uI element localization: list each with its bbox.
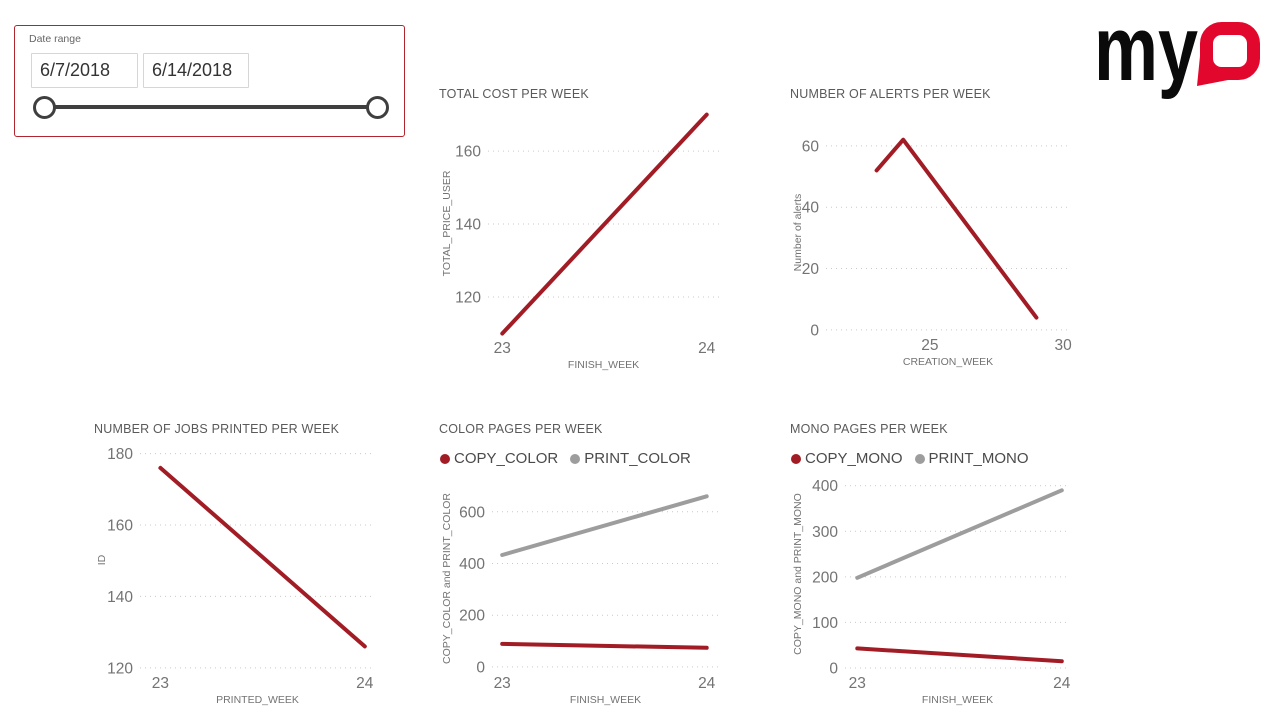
x-tick-label: 23 [152, 675, 169, 692]
date-slider-handle-end[interactable] [365, 95, 389, 119]
y-axis-title: Number of alerts [792, 194, 804, 272]
chart-title: NUMBER OF JOBS PRINTED PER WEEK [94, 422, 340, 436]
date-slider-track[interactable] [44, 105, 377, 109]
y-tick-label: 140 [455, 217, 481, 234]
y-tick-label: 160 [455, 144, 481, 161]
x-tick-label: 23 [494, 675, 511, 692]
legend-item-print-mono[interactable]: PRINT_MONO [914, 450, 1029, 467]
legend-label: PRINT_MONO [928, 450, 1029, 467]
series-line-print-mono[interactable] [855, 488, 1064, 580]
chart-legend: COPY_MONO PRINT_MONO [791, 450, 1029, 467]
chart-title: TOTAL COST PER WEEK [439, 87, 589, 101]
legend-item-copy-color[interactable]: COPY_COLOR [440, 450, 558, 467]
start-date-input[interactable] [31, 53, 138, 88]
x-axis-title: FINISH_WEEK [570, 694, 641, 706]
y-tick-label: 160 [107, 518, 133, 535]
x-tick-label: 24 [698, 675, 716, 692]
chart-title: MONO PAGES PER WEEK [790, 422, 948, 436]
chart-canvas: 120 140 160 180 23 24 ID PRINTED_WEEK [96, 446, 375, 706]
y-tick-label: 60 [802, 138, 820, 155]
chart-number-of-jobs-printed-per-week: NUMBER OF JOBS PRINTED PER WEEK 120 140 16… [92, 420, 392, 712]
y-tick-label: 40 [802, 200, 820, 217]
x-axis-title: PRINTED_WEEK [216, 694, 299, 706]
legend-dot [791, 453, 801, 464]
y-tick-label: 180 [107, 446, 133, 463]
y-tick-label: 0 [810, 322, 819, 339]
logo-q-shape [1197, 22, 1260, 86]
series-line-copy-mono[interactable] [855, 646, 1064, 664]
y-tick-label: 200 [812, 569, 838, 586]
chart-canvas: 0 20 40 60 25 30 Number of alerts CREATION_WEEK [792, 137, 1072, 368]
y-tick-label: 0 [829, 661, 838, 678]
series-line-id[interactable] [158, 465, 367, 649]
x-tick-label: 24 [698, 340, 716, 357]
y-axis-title: COPY_COLOR and PRINT_COLOR [441, 493, 453, 664]
x-tick-label: 24 [1053, 675, 1071, 692]
logo-text-my: my [1094, 0, 1198, 100]
slicer-label: Date range [29, 33, 81, 45]
series-line-copy-color[interactable] [500, 641, 709, 650]
y-tick-label: 140 [107, 589, 133, 606]
y-tick-label: 120 [455, 290, 481, 307]
y-tick-label: 120 [107, 660, 133, 677]
chart-title: NUMBER OF ALERTS PER WEEK [790, 87, 991, 101]
series-line-number-of-alerts[interactable] [874, 137, 1039, 320]
legend-item-copy-mono[interactable]: COPY_MONO [791, 450, 903, 467]
myq-logo: my [1094, 0, 1264, 100]
chart-number-of-alerts-per-week: NUMBER OF ALERTS PER WEEK 0 20 40 60 25 30 Num… [788, 85, 1088, 377]
chart-legend: COPY_COLOR PRINT_COLOR [440, 450, 691, 467]
chart-canvas: 0 200 400 600 23 24 COPY_COLOR and PRINT_COLOR… [441, 493, 719, 706]
chart-color-pages-per-week: COLOR PAGES PER WEEK 0 200 400 600 23 24 COPY_… [437, 420, 737, 712]
date-range-slicer: Date range [14, 25, 405, 137]
chart-canvas: 120 140 160 23 24 TOTAL_PRICE_USER FINISH_WEEK [441, 112, 719, 371]
y-tick-label: 400 [812, 478, 838, 495]
x-axis-title: FINISH_WEEK [568, 359, 639, 371]
legend-dot [440, 453, 450, 464]
myq-logo-svg: my [1094, 0, 1260, 100]
chart-mono-pages-per-week: MONO PAGES PER WEEK 0 100 200 300 400 23 24 COP… [788, 420, 1088, 712]
y-tick-label: 300 [812, 524, 838, 541]
y-axis-title: COPY_MONO and PRINT_MONO [792, 493, 804, 655]
y-tick-label: 400 [459, 556, 485, 573]
y-axis-title: TOTAL_PRICE_USER [441, 170, 453, 276]
x-tick-label: 23 [849, 675, 866, 692]
chart-canvas: 0 100 200 300 400 23 24 COPY_MONO and PRINT_MON… [792, 478, 1071, 706]
legend-dot [914, 453, 925, 464]
y-tick-label: 200 [459, 608, 485, 625]
x-tick-label: 23 [494, 340, 511, 357]
date-slider-handle-start[interactable] [32, 95, 56, 119]
x-axis-title: CREATION_WEEK [903, 356, 993, 368]
chart-total-cost-per-week: TOTAL COST PER WEEK 120 140 160 23 24 TOTAL_P… [437, 85, 737, 377]
x-tick-label: 30 [1054, 337, 1072, 354]
x-tick-label: 25 [921, 337, 938, 354]
y-axis-title: ID [96, 554, 108, 565]
y-tick-label: 0 [476, 659, 485, 676]
legend-item-print-color[interactable]: PRINT_COLOR [570, 450, 691, 467]
legend-dot [570, 453, 581, 464]
y-tick-label: 100 [812, 615, 838, 632]
x-tick-label: 24 [356, 675, 374, 692]
end-date-input[interactable] [143, 53, 249, 88]
legend-label: COPY_COLOR [454, 450, 559, 467]
chart-title: COLOR PAGES PER WEEK [439, 422, 603, 436]
y-tick-label: 20 [802, 261, 820, 278]
series-line-print-color[interactable] [500, 494, 709, 557]
y-tick-label: 600 [459, 504, 485, 521]
x-axis-title: FINISH_WEEK [922, 694, 993, 706]
legend-label: COPY_MONO [805, 450, 903, 467]
series-line-total-price-user[interactable] [500, 112, 709, 336]
legend-label: PRINT_COLOR [584, 450, 691, 467]
